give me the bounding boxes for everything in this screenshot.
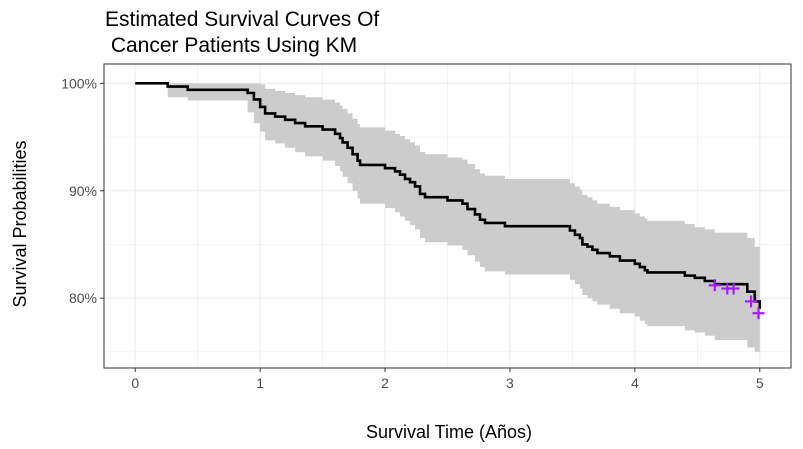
x-tick-label: 0 — [131, 375, 139, 391]
censor-mark — [752, 307, 765, 320]
survival-curve-layer — [135, 82, 762, 309]
chart-title-line-1: Estimated Survival Curves Of — [105, 8, 379, 31]
censor-mark — [708, 279, 721, 292]
y-axis: 80% 90% 100% — [61, 75, 104, 306]
y-tick-label: 100% — [61, 75, 97, 91]
y-tick-label: 90% — [69, 183, 97, 199]
x-tick-label: 2 — [381, 375, 389, 391]
censor-mark — [727, 282, 740, 295]
y-axis-title: Survival Probabilities — [10, 140, 30, 307]
censor-mark — [745, 295, 758, 308]
x-axis-title: Survival Time (Años) — [366, 422, 532, 442]
panel-border — [103, 63, 792, 369]
y-tick-label: 80% — [69, 290, 97, 306]
censor-marks — [708, 279, 765, 320]
x-tick-label: 1 — [256, 375, 264, 391]
x-tick-label: 4 — [631, 375, 639, 391]
confidence-band-layer — [135, 83, 760, 359]
chart-title-line-2: Cancer Patients Using KM — [105, 34, 357, 57]
x-tick-label: 5 — [756, 375, 764, 391]
survival-curve — [135, 82, 762, 309]
confidence-band — [135, 83, 760, 359]
x-tick-label: 3 — [506, 375, 514, 391]
x-axis: 0 1 2 3 4 5 — [131, 368, 764, 391]
